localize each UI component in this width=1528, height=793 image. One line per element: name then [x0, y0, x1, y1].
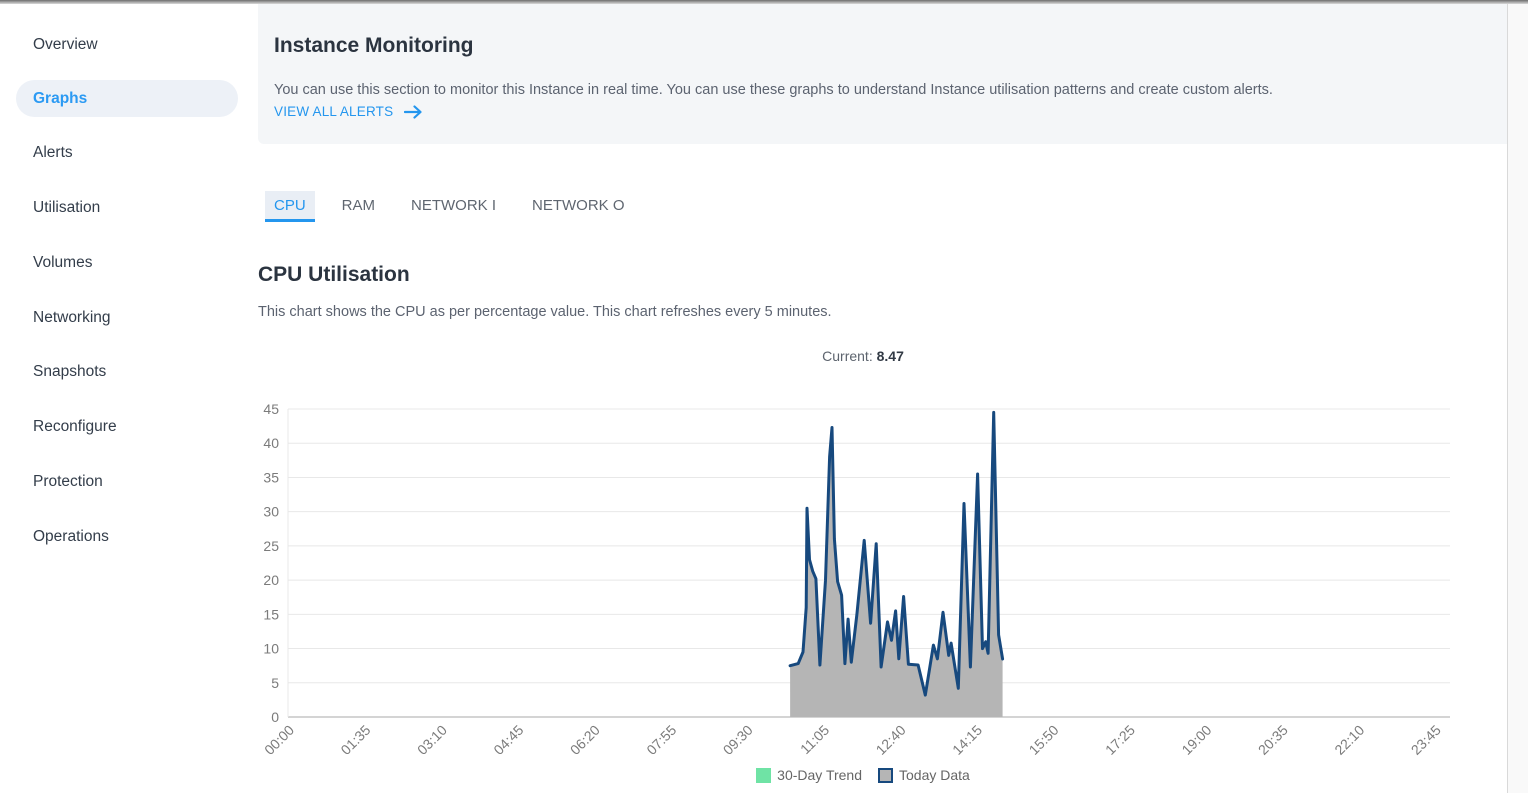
sidebar-item-label: Utilisation — [33, 198, 101, 216]
chart-canvas[interactable]: 0 5 10 15 20 25 30 35 40 45 00:00 01:35 03:10 04:45 06… — [258, 390, 1468, 790]
sidebar-item-label: Volumes — [33, 253, 93, 271]
sidebar-item-label: Snapshots — [33, 362, 107, 380]
sidebar-item-networking[interactable]: Networking — [16, 299, 238, 336]
sidebar-item-label: Protection — [33, 472, 103, 490]
x-tick-label: 22:10 — [1331, 722, 1367, 758]
x-tick-label: 01:35 — [337, 722, 373, 758]
tab-label: CPU — [274, 197, 306, 214]
current-label: Current: — [822, 348, 873, 364]
sidebar-item-alerts[interactable]: Alerts — [16, 134, 238, 171]
x-tick-label: 11:05 — [797, 722, 833, 758]
tab-label: NETWORK I — [411, 197, 497, 214]
sidebar-item-operations[interactable]: Operations — [16, 518, 238, 555]
legend-item-trend[interactable]: 30-Day Trend — [756, 767, 862, 783]
x-tick-label: 04:45 — [490, 722, 526, 758]
x-tick-label: 23:45 — [1408, 722, 1444, 758]
today-data-line — [788, 410, 1005, 697]
cpu-utilisation-chart[interactable]: 0 5 10 15 20 25 30 35 40 45 00:00 01:35 03:10 04:45 06… — [258, 390, 1468, 790]
sidebar-item-graphs[interactable]: Graphs — [16, 80, 238, 117]
sidebar-item-reconfigure[interactable]: Reconfigure — [16, 408, 238, 445]
sidebar-item-utilisation[interactable]: Utilisation — [16, 189, 238, 226]
page-description: You can use this section to monitor this… — [274, 81, 1273, 98]
sidebar-item-label: Reconfigure — [33, 417, 117, 435]
tab-network-i[interactable]: NETWORK I — [402, 191, 505, 222]
x-tick-label: 00:00 — [261, 722, 297, 758]
chart-legend: 30-Day Trend Today Data — [258, 767, 1468, 783]
sidebar-item-label: Alerts — [33, 143, 73, 161]
y-tick-label: 30 — [263, 504, 279, 520]
sidebar-item-label: Overview — [33, 35, 98, 53]
y-tick-label: 35 — [263, 469, 279, 485]
y-tick-label: 15 — [263, 606, 279, 622]
section-subtitle: This chart shows the CPU as per percenta… — [258, 303, 832, 320]
y-tick-label: 40 — [263, 435, 279, 451]
sidebar: Overview Graphs Alerts Utilisation Volum… — [0, 4, 258, 793]
page-scrollbar[interactable] — [1507, 0, 1528, 793]
x-tick-label: 20:35 — [1255, 722, 1291, 758]
legend-item-today[interactable]: Today Data — [878, 767, 970, 783]
y-tick-label: 45 — [263, 401, 279, 417]
today-data-area — [790, 412, 1003, 717]
x-tick-label: 09:30 — [720, 722, 756, 758]
current-value: 8.47 — [876, 348, 904, 364]
y-tick-label: 20 — [263, 572, 279, 588]
sidebar-item-label: Graphs — [33, 89, 88, 107]
tab-network-o[interactable]: NETWORK O — [523, 191, 634, 222]
x-tick-label: 17:25 — [1102, 722, 1138, 758]
view-all-alerts-label: VIEW ALL ALERTS — [274, 104, 394, 119]
view-all-alerts-link[interactable]: VIEW ALL ALERTS — [274, 104, 423, 119]
tab-ram[interactable]: RAM — [333, 191, 384, 222]
tab-cpu[interactable]: CPU — [265, 191, 315, 222]
current-value-line: Current: 8.47 — [258, 348, 1468, 364]
instance-monitoring-panel: Instance Monitoring You can use this sec… — [258, 4, 1508, 144]
section-title: CPU Utilisation — [258, 263, 410, 287]
page-title: Instance Monitoring — [274, 34, 474, 58]
x-tick-label: 03:10 — [414, 722, 450, 758]
sidebar-item-protection[interactable]: Protection — [16, 463, 238, 500]
y-tick-label: 10 — [263, 641, 279, 657]
x-tick-label: 06:20 — [567, 722, 603, 758]
sidebar-item-overview[interactable]: Overview — [16, 26, 238, 63]
x-tick-label: 19:00 — [1178, 722, 1214, 758]
sidebar-item-snapshots[interactable]: Snapshots — [16, 353, 238, 390]
sidebar-item-label: Networking — [33, 308, 111, 326]
legend-label: Today Data — [899, 767, 970, 783]
tab-label: RAM — [341, 197, 376, 214]
x-tick-label: 12:40 — [873, 722, 909, 758]
x-tick-label: 14:15 — [949, 722, 985, 758]
legend-label: 30-Day Trend — [777, 767, 862, 783]
sidebar-item-label: Operations — [33, 527, 109, 545]
y-tick-label: 25 — [263, 538, 279, 554]
x-tick-label: 07:55 — [643, 722, 679, 758]
top-edge-divider — [0, 0, 1528, 4]
today-swatch-icon — [878, 767, 893, 783]
tab-label: NETWORK O — [532, 197, 625, 214]
trend-swatch-icon — [756, 767, 772, 783]
y-tick-label: 5 — [271, 675, 279, 691]
sidebar-item-volumes[interactable]: Volumes — [16, 244, 238, 281]
chart-tabs: CPU RAM NETWORK I NETWORK O — [265, 191, 634, 222]
y-tick-label: 0 — [271, 709, 279, 725]
x-tick-label: 15:50 — [1025, 722, 1061, 758]
arrow-right-icon — [404, 104, 422, 119]
